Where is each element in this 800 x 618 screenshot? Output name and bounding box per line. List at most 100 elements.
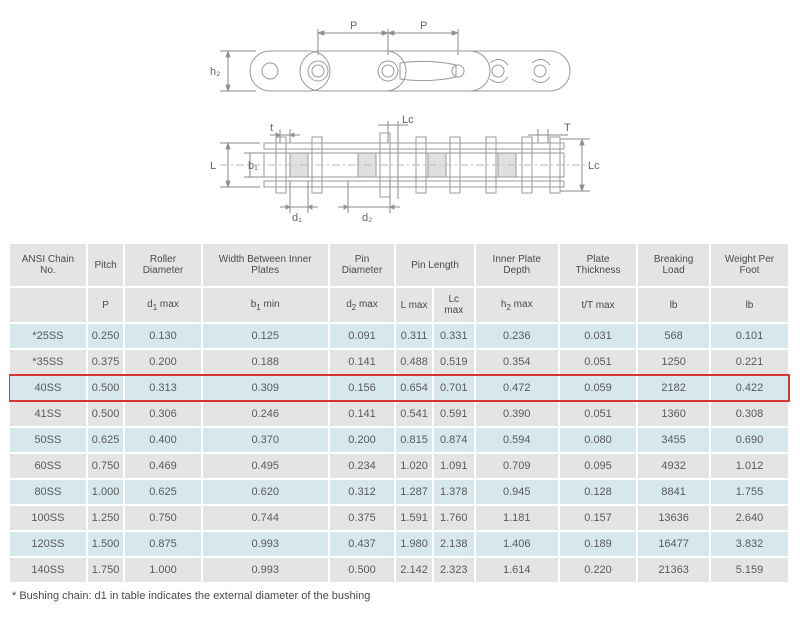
table-row: 80SS1.0000.6250.6200.3121.2871.3780.9450… [10,479,789,505]
table-cell: 0.220 [559,557,638,583]
col-subheader [10,287,87,323]
table-cell: 41SS [10,401,87,427]
table-cell: 0.945 [475,479,559,505]
table-cell: 0.422 [710,375,789,401]
table-cell: 0.390 [475,401,559,427]
table-cell: 16477 [637,531,710,557]
table-cell: 0.200 [329,427,396,453]
table-cell: 0.157 [559,505,638,531]
col-subheader: d2 max [329,287,396,323]
table-cell: 1.250 [87,505,125,531]
table-cell: 100SS [10,505,87,531]
table-cell: 0.744 [202,505,329,531]
table-cell: 0.993 [202,557,329,583]
label-t: t [270,122,273,134]
table-cell: 0.059 [559,375,638,401]
table-cell: 0.221 [710,349,789,375]
table-cell: 4932 [637,453,710,479]
table-cell: 0.128 [559,479,638,505]
table-cell: 0.750 [124,505,201,531]
col-header: Pitch [87,244,125,287]
label-b1: b₁ [248,160,258,172]
table-cell: 0.400 [124,427,201,453]
table-cell: 0.654 [395,375,433,401]
table-cell: 0.141 [329,349,396,375]
table-cell: 1.760 [433,505,475,531]
table-cell: 0.500 [87,401,125,427]
table-cell: 8841 [637,479,710,505]
col-header: Weight Per Foot [710,244,789,287]
table-cell: 0.091 [329,323,396,349]
col-subheader: d1 max [124,287,201,323]
table-cell: 0.469 [124,453,201,479]
table-cell: 1250 [637,349,710,375]
table-row: 40SS0.5000.3130.3090.1560.6540.7010.4720… [10,375,789,401]
table-cell: 0.709 [475,453,559,479]
table-cell: 2.142 [395,557,433,583]
col-subheader: L max [395,287,433,323]
table-cell: 0.031 [559,323,638,349]
table-cell: 0.701 [433,375,475,401]
table-cell: 0.500 [329,557,396,583]
table-cell: 1.500 [87,531,125,557]
table-cell: 1.614 [475,557,559,583]
table-cell: 1.287 [395,479,433,505]
col-subheader: Lc max [433,287,475,323]
table-cell: 3455 [637,427,710,453]
col-header: Pin Length [395,244,474,287]
chain-diagram: P P h₂ [10,10,790,240]
table-cell: 0.620 [202,479,329,505]
label-d2: d₂ [362,212,372,224]
table-cell: 1.591 [395,505,433,531]
table-cell: 0.095 [559,453,638,479]
table-cell: 0.591 [433,401,475,427]
table-cell: 0.874 [433,427,475,453]
table-cell: 0.519 [433,349,475,375]
col-subheader: b1 min [202,287,329,323]
table-cell: 0.309 [202,375,329,401]
table-cell: 0.472 [475,375,559,401]
col-header: Inner Plate Depth [475,244,559,287]
table-cell: 0.541 [395,401,433,427]
table-cell: 0.236 [475,323,559,349]
table-row: 41SS0.5000.3060.2460.1410.5410.5910.3900… [10,401,789,427]
table-row: 120SS1.5000.8750.9930.4371.9802.1381.406… [10,531,789,557]
table-cell: 5.159 [710,557,789,583]
label-T: T [564,122,571,134]
table-cell: 1.091 [433,453,475,479]
table-cell: 0.331 [433,323,475,349]
label-Lc-right: Lc [588,160,600,172]
table-cell: 21363 [637,557,710,583]
label-L: L [210,160,216,172]
table-cell: 60SS [10,453,87,479]
table-row: 140SS1.7501.0000.9930.5002.1422.3231.614… [10,557,789,583]
table-cell: 0.189 [559,531,638,557]
table-cell: 568 [637,323,710,349]
table-cell: 0.051 [559,349,638,375]
table-cell: 1.000 [124,557,201,583]
col-header: Width Between Inner Plates [202,244,329,287]
col-subheader: t/T max [559,287,638,323]
label-h2: h₂ [210,66,220,78]
table-cell: 0.051 [559,401,638,427]
table-cell: 2.323 [433,557,475,583]
table-cell: 0.488 [395,349,433,375]
label-Lc-top: Lc [402,114,414,126]
table-cell: 1.378 [433,479,475,505]
table-cell: 140SS [10,557,87,583]
table-cell: 1.012 [710,453,789,479]
col-header: Plate Thickness [559,244,638,287]
table-cell: 13636 [637,505,710,531]
table-cell: 0.815 [395,427,433,453]
label-P1: P [350,20,357,32]
table-cell: 0.312 [329,479,396,505]
table-cell: 40SS [10,375,87,401]
table-cell: 1.020 [395,453,433,479]
table-cell: 0.125 [202,323,329,349]
table-cell: 0.594 [475,427,559,453]
table-cell: 0.437 [329,531,396,557]
table-cell: 0.690 [710,427,789,453]
col-header: ANSI Chain No. [10,244,87,287]
table-cell: 3.832 [710,531,789,557]
table-cell: 1.980 [395,531,433,557]
